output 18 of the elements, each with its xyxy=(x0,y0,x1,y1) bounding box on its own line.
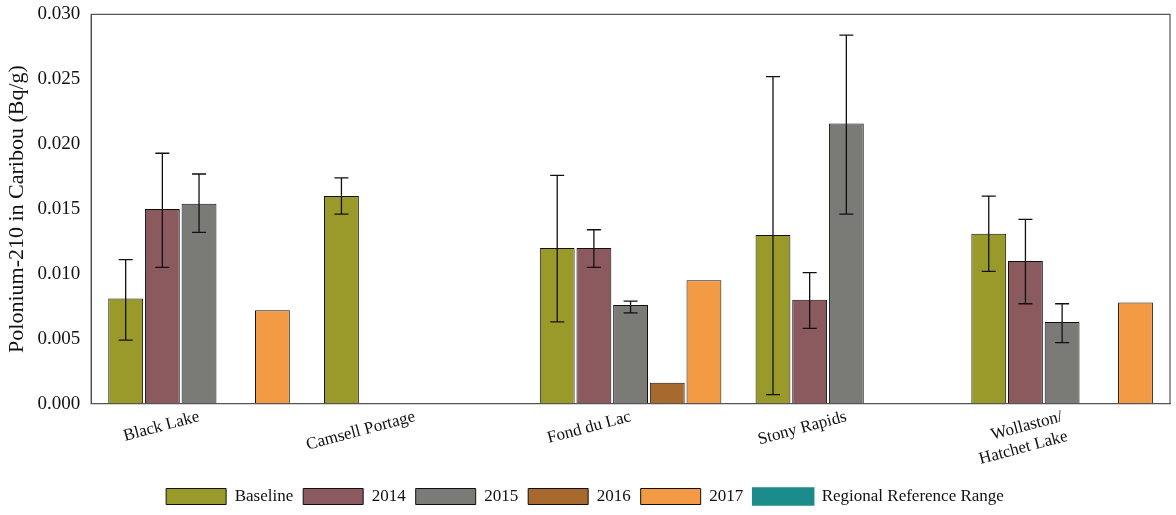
legend-label: Baseline xyxy=(234,485,294,505)
y-tick-label: 0.025 xyxy=(37,67,81,89)
legend-label: 2016 xyxy=(596,485,631,505)
x-tick-label: Fond du Lac xyxy=(544,406,634,447)
legend-label: 2017 xyxy=(709,485,744,505)
y-tick-label: 0.015 xyxy=(37,197,81,218)
y-tick-label: 0.005 xyxy=(37,326,81,348)
y-tick-label: 0.020 xyxy=(37,132,81,154)
x-tick-label: Black Lake xyxy=(121,406,202,445)
x-tick-label: Stony Rapids xyxy=(755,406,849,449)
legend-label: 2015 xyxy=(484,485,519,505)
y-tick-label: 0.030 xyxy=(37,2,81,24)
x-tick-label: Camsell Portage xyxy=(303,406,417,454)
legend-label: 2014 xyxy=(371,485,407,505)
legend-label: Regional Reference Range xyxy=(821,485,1004,505)
y-axis-title: Polonium-210 in Caribou (Bq/g) xyxy=(2,65,28,353)
y-tick-label: 0.000 xyxy=(37,391,81,413)
y-tick-label: 0.010 xyxy=(37,261,81,283)
